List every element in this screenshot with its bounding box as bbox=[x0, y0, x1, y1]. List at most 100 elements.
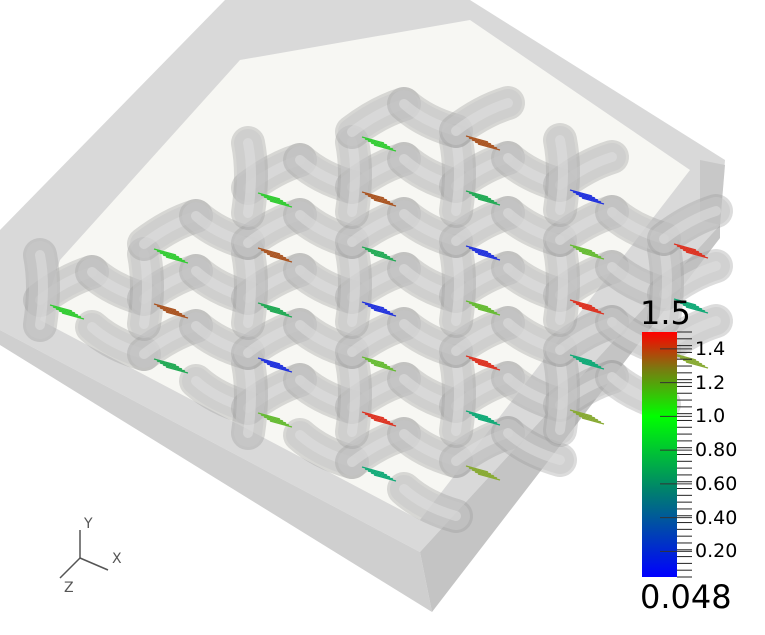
streamline bbox=[474, 251, 498, 259]
streamline bbox=[269, 420, 293, 428]
axis-x-label: X bbox=[112, 551, 122, 567]
streamline bbox=[165, 256, 189, 264]
streamline bbox=[572, 191, 596, 199]
streamline bbox=[471, 194, 495, 202]
streamline bbox=[370, 362, 394, 370]
tube bbox=[555, 135, 568, 215]
streamline bbox=[679, 247, 703, 255]
streamline bbox=[465, 410, 489, 418]
streamline bbox=[49, 304, 73, 312]
tube bbox=[35, 250, 48, 330]
streamline bbox=[156, 250, 180, 258]
streamline bbox=[676, 300, 700, 308]
streamline bbox=[55, 308, 79, 316]
streamline bbox=[361, 246, 385, 254]
box-front-left-face bbox=[0, 330, 432, 612]
streamline bbox=[474, 196, 498, 204]
streamline bbox=[471, 414, 495, 422]
streamline bbox=[263, 306, 287, 314]
streamline bbox=[581, 197, 605, 205]
tube bbox=[451, 246, 464, 326]
streamline bbox=[474, 416, 498, 424]
axis-z-label: Z bbox=[64, 580, 74, 596]
streamline bbox=[685, 306, 709, 314]
colorbar-max-label: 1.5 bbox=[640, 294, 691, 332]
streamline bbox=[581, 252, 605, 260]
streamline bbox=[676, 245, 700, 253]
tube bbox=[659, 206, 721, 244]
streamline bbox=[257, 357, 281, 365]
colorbar-tick-label: 1.0 bbox=[695, 405, 726, 428]
streamline bbox=[468, 467, 492, 475]
tube bbox=[139, 249, 152, 329]
streamline bbox=[260, 359, 284, 367]
tube bbox=[243, 358, 256, 438]
tube bbox=[451, 98, 513, 136]
streamline bbox=[266, 198, 290, 206]
colorbar-tick-label: 1.2 bbox=[695, 371, 726, 394]
tube bbox=[347, 247, 360, 327]
streamline bbox=[575, 193, 599, 201]
streamline bbox=[364, 138, 388, 146]
streamline bbox=[373, 254, 397, 262]
streamline bbox=[361, 136, 385, 144]
streamline bbox=[569, 244, 593, 252]
tube bbox=[243, 248, 256, 328]
streamline bbox=[156, 305, 180, 313]
streamlines bbox=[49, 135, 709, 482]
streamline bbox=[685, 251, 709, 259]
tube bbox=[451, 356, 464, 436]
streamline bbox=[364, 303, 388, 311]
streamline bbox=[578, 415, 602, 423]
streamline bbox=[260, 414, 284, 422]
streamline bbox=[367, 360, 391, 368]
streamline bbox=[575, 303, 599, 311]
streamline bbox=[361, 301, 385, 309]
streamline bbox=[471, 249, 495, 257]
streamline bbox=[367, 470, 391, 478]
streamline bbox=[572, 246, 596, 254]
streamline bbox=[162, 309, 186, 317]
streamline bbox=[364, 413, 388, 421]
tube bbox=[347, 137, 360, 217]
streamline bbox=[575, 413, 599, 421]
streamline bbox=[465, 465, 489, 473]
streamline bbox=[477, 473, 501, 481]
streamline bbox=[477, 308, 501, 316]
streamline bbox=[364, 468, 388, 476]
streamline bbox=[471, 304, 495, 312]
streamline bbox=[569, 299, 593, 307]
streamline bbox=[581, 362, 605, 370]
streamline bbox=[572, 356, 596, 364]
streamline bbox=[578, 360, 602, 368]
streamline bbox=[465, 135, 489, 143]
streamline bbox=[471, 139, 495, 147]
streamline bbox=[682, 304, 706, 312]
streamline bbox=[468, 357, 492, 365]
streamline bbox=[367, 250, 391, 258]
streamline bbox=[159, 362, 183, 370]
streamline bbox=[370, 197, 394, 205]
streamline bbox=[474, 361, 498, 369]
streamline bbox=[165, 311, 189, 319]
streamline bbox=[263, 361, 287, 369]
streamline bbox=[165, 366, 189, 374]
streamline bbox=[361, 356, 385, 364]
streamline bbox=[364, 248, 388, 256]
streamline bbox=[581, 417, 605, 425]
streamline bbox=[465, 300, 489, 308]
tube bbox=[555, 245, 568, 325]
streamline bbox=[468, 247, 492, 255]
streamline bbox=[162, 254, 186, 262]
tube bbox=[555, 355, 568, 435]
streamline bbox=[477, 143, 501, 151]
streamline bbox=[581, 307, 605, 315]
streamline bbox=[373, 199, 397, 207]
streamline bbox=[367, 305, 391, 313]
streamline bbox=[159, 252, 183, 260]
streamline bbox=[474, 471, 498, 479]
colorbar-tick-label: 0.20 bbox=[695, 540, 738, 563]
streamline bbox=[153, 303, 177, 311]
streamline bbox=[373, 309, 397, 317]
